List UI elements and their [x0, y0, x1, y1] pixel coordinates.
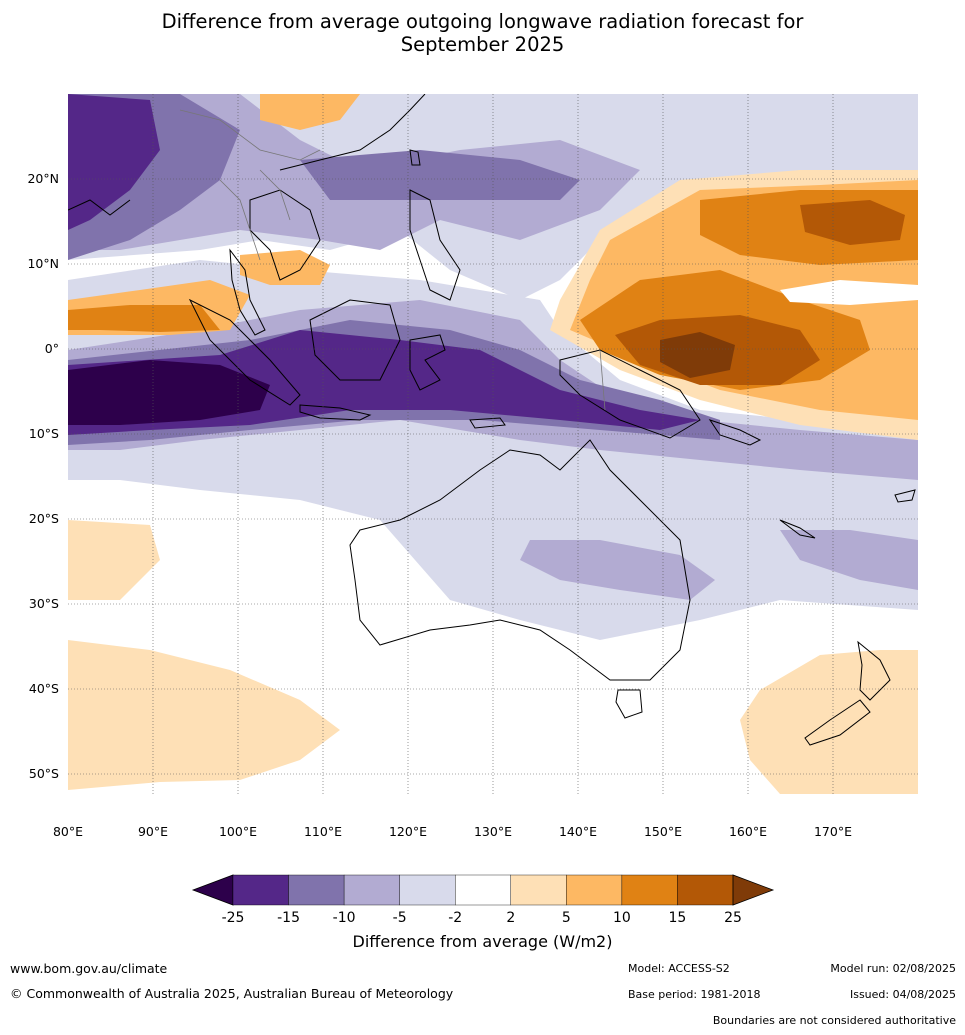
colorbar: -25 -15 -10 -5 -2 2 5 10 15 25: [191, 874, 775, 926]
anomaly-north-deep-purple: [68, 94, 160, 230]
new-guinea-coastline: [559, 349, 701, 439]
colorbar-tick-label: -5: [393, 910, 407, 926]
anomaly-indian-ocean-dark-orange: [68, 305, 220, 332]
copyright-text: © Commonwealth of Australia 2025, Austra…: [10, 986, 454, 1001]
lat-label: 40°S: [29, 681, 59, 696]
title-line-1: Difference from average outgoing longwav…: [161, 10, 804, 33]
sulawesi-coastline: [409, 334, 446, 391]
anomaly-pacific-gap-white: [780, 280, 918, 305]
borneo-coastline: [309, 299, 401, 381]
colorbar-cell: [232, 874, 289, 906]
lon-label: 140°E: [559, 824, 597, 839]
website-link[interactable]: www.bom.gov.au/climate: [10, 961, 168, 976]
issued-text: Issued: 04/08/2025: [849, 988, 956, 1001]
title-line-2: September 2025: [400, 33, 565, 56]
latitude-labels: 20°N 10°N 0° 10°S 20°S 30°S 40°S 50°S: [27, 171, 59, 781]
colorbar-tick-label: 2: [506, 910, 515, 926]
disclaimer-text: Boundaries are not considered authoritat…: [712, 1014, 956, 1027]
colorbar-tick-label: 10: [613, 910, 631, 926]
colorbar-cell: [288, 874, 345, 906]
coastlines: [68, 94, 916, 746]
australia-coastline: [349, 439, 691, 681]
taiwan-coastline: [409, 149, 421, 166]
colorbar-title: Difference from average (W/m2): [352, 932, 613, 951]
anomaly-australia-medium-lavender: [520, 540, 715, 600]
lon-label: 160°E: [729, 824, 767, 839]
model-run-text: Model run: 02/08/2025: [830, 962, 956, 975]
border-png-indonesia: [599, 349, 606, 411]
colorbar-tick-label: -25: [222, 910, 245, 926]
border-myanmar-thailand: [219, 179, 261, 261]
anomaly-south-indian-positive: [68, 640, 340, 790]
timor-coastline: [469, 417, 506, 429]
base-period-text: Base period: 1981-2018: [628, 988, 761, 1001]
new-caledonia-coastline: [779, 519, 816, 539]
colorbar-cell: [343, 874, 400, 906]
colorbar-tick-label: 25: [724, 910, 742, 926]
border-china-indochina: [179, 109, 321, 161]
lon-label: 130°E: [474, 824, 512, 839]
anomaly-tasman-positive: [740, 650, 918, 794]
colorbar-tick-label: 15: [669, 910, 687, 926]
china-coastline: [279, 94, 426, 171]
anomaly-coral-sea-medium-lavender: [780, 530, 918, 590]
colorbar-cell: [510, 874, 567, 906]
country-borders: [179, 109, 606, 411]
anomaly-pacific-darkest-brown: [660, 332, 735, 378]
lon-label: 100°E: [219, 824, 257, 839]
model-text: Model: ACCESS-S2: [628, 962, 730, 975]
anomaly-china-orange: [260, 94, 360, 130]
lon-label: 90°E: [138, 824, 168, 839]
colorbar-labels: -25 -15 -10 -5 -2 2 5 10 15 25: [222, 910, 742, 926]
lat-label: 30°S: [29, 596, 59, 611]
anomaly-pacific-north-brown: [800, 200, 905, 245]
lon-label: 80°E: [53, 824, 83, 839]
colorbar-cell: [566, 874, 623, 906]
colorbar-tick-label: 5: [562, 910, 571, 926]
anomaly-indian-darkest: [68, 360, 270, 425]
fiji-coastline: [894, 489, 916, 503]
colorbar-extend-high: [732, 874, 775, 906]
colorbar-cell: [455, 874, 511, 906]
colorbar-cells: [191, 874, 775, 906]
sumatra-coastline: [188, 298, 301, 406]
new-zealand-north-coastline: [857, 640, 891, 701]
lat-label: 20°N: [27, 171, 59, 186]
solomon-islands-coastline: [708, 419, 762, 446]
india-coastline: [68, 199, 131, 216]
indochina-coastline: [249, 189, 321, 281]
lat-label: 10°S: [29, 426, 59, 441]
colorbar-tick-label: -15: [277, 910, 300, 926]
colorbar-tick-label: -2: [448, 910, 462, 926]
colorbar-extend-low: [191, 874, 234, 906]
anomaly-south-west-positive: [68, 520, 160, 600]
lon-label: 170°E: [814, 824, 852, 839]
lat-label: 10°N: [27, 256, 59, 271]
border-laos-vietnam: [259, 169, 291, 221]
colorbar-cell: [621, 874, 678, 906]
olr-anomaly-map[interactable]: 20°N 10°N 0° 10°S 20°S 30°S 40°S 50°S 80…: [0, 0, 965, 860]
philippines-coastline: [409, 189, 461, 301]
map-area: 20°N 10°N 0° 10°S 20°S 30°S 40°S 50°S 80…: [0, 0, 965, 860]
lon-label: 150°E: [644, 824, 682, 839]
colorbar-cell: [677, 874, 734, 906]
anomaly-south-china-sea-dark-purple: [300, 150, 580, 200]
lat-label: 20°S: [29, 511, 59, 526]
java-coastline: [299, 404, 372, 421]
chart-title: Difference from average outgoing longwav…: [0, 10, 965, 56]
malay-peninsula-coastline: [229, 248, 266, 336]
lon-label: 110°E: [304, 824, 342, 839]
tasmania-coastline: [615, 689, 643, 719]
longitude-labels: 80°E 90°E 100°E 110°E 120°E 130°E 140°E …: [53, 824, 852, 839]
colorbar-tick-label: -10: [333, 910, 356, 926]
lat-label: 50°S: [29, 766, 59, 781]
new-zealand-south-coastline: [804, 699, 871, 746]
lon-label: 120°E: [389, 824, 427, 839]
gridlines: [68, 94, 918, 794]
colorbar-cell: [399, 874, 456, 906]
lat-label: 0°: [45, 341, 59, 356]
